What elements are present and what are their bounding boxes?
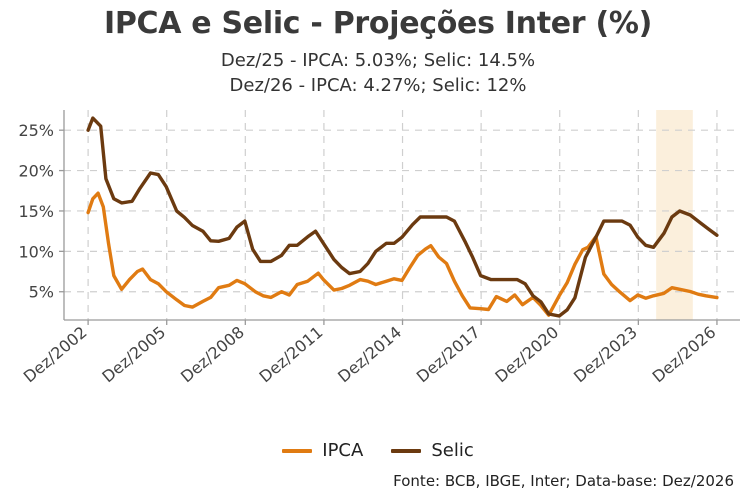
tick-label-layer: 5%10%15%20%25%Dez/2002 Dez/2005 Dez/2008 De…: [18, 121, 719, 386]
legend-label-ipca: IPCA: [322, 440, 364, 461]
chart-title: IPCA e Selic - Projeções Inter (%): [103, 6, 653, 41]
legend-swatch-selic: [391, 448, 422, 453]
legend-swatch-ipca: [282, 448, 313, 453]
series-layer: [86, 116, 719, 318]
x-tick-label: Dez/2008: [177, 323, 248, 387]
x-tick-label: Dez/2014: [334, 323, 405, 387]
source-note: Fonte: BCB, IBGE, Inter; Data-base: Dez/…: [393, 472, 734, 490]
series-line-ipca: [86, 191, 719, 317]
grid-layer: [64, 110, 740, 320]
x-tick-label: Dez/2005: [98, 323, 169, 387]
y-tick-label: 5%: [29, 283, 54, 302]
series-line-selic: [86, 116, 719, 318]
y-tick-label: 10%: [18, 242, 54, 261]
y-tick-label: 15%: [18, 202, 54, 221]
legend-item-ipca: IPCA: [282, 440, 363, 461]
line-chart: 5%10%15%20%25%Dez/2002 Dez/2005 Dez/2008 De…: [18, 110, 740, 386]
x-tick-label: Dez/2020: [491, 323, 562, 387]
y-tick-label: 20%: [18, 162, 54, 181]
x-tick-label: Dez/2011: [256, 323, 327, 387]
chart-subtitle-line-1: Dez/25 - IPCA: 5.03%; Selic: 14.5%: [220, 50, 536, 71]
x-tick-label: Dez/2023: [570, 323, 641, 387]
x-tick-label: Dez/2002: [20, 323, 91, 387]
legend-label-selic: Selic: [431, 440, 474, 461]
legend: IPCA Selic: [0, 440, 756, 461]
x-tick-label: Dez/2026: [649, 323, 720, 387]
chart-subtitle-line-2: Dez/26 - IPCA: 4.27%; Selic: 12%: [229, 75, 527, 96]
legend-item-selic: Selic: [391, 440, 474, 461]
x-tick-label: Dez/2017: [413, 323, 484, 387]
axis-layer: [59, 110, 740, 325]
y-tick-label: 25%: [18, 121, 54, 140]
